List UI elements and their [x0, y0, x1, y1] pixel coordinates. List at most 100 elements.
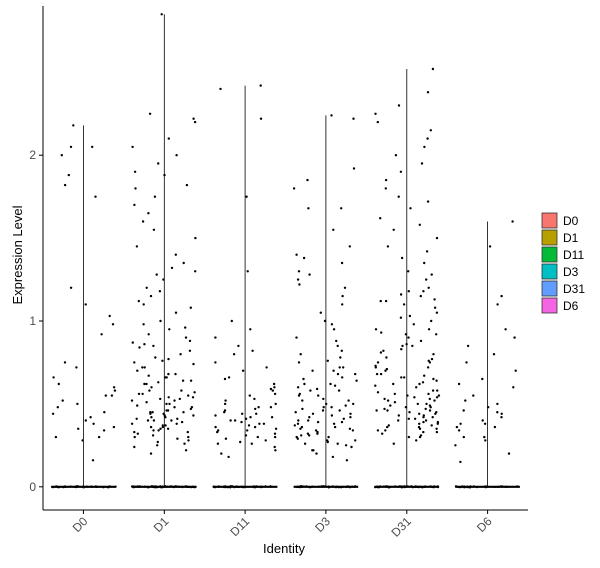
point-D31 [435, 333, 438, 336]
point-D31 [431, 67, 435, 71]
point-D3 [342, 417, 345, 420]
point-D0 [84, 303, 87, 306]
point-D3 [306, 178, 309, 182]
point-D3-zero [323, 485, 326, 488]
point-D31 [381, 432, 384, 435]
point-D0 [69, 145, 73, 149]
point-D3 [306, 432, 310, 435]
point-D31 [415, 386, 418, 389]
point-D3 [323, 319, 327, 323]
point-D31 [430, 273, 433, 276]
point-D3 [333, 425, 337, 429]
point-D1 [133, 203, 136, 207]
point-D31 [375, 409, 378, 412]
point-D3 [299, 427, 302, 430]
point-D0 [52, 376, 55, 379]
point-D31 [392, 442, 395, 445]
point-D1 [161, 424, 164, 427]
point-D1 [160, 13, 163, 16]
point-D31 [404, 333, 408, 336]
point-D1 [138, 346, 141, 349]
point-D11-zero [235, 485, 238, 488]
point-D31 [422, 430, 425, 434]
point-D31 [379, 217, 382, 220]
point-D3 [330, 406, 333, 409]
point-D3 [302, 377, 305, 381]
point-D6 [513, 336, 516, 339]
point-D31 [433, 399, 436, 402]
point-D0 [91, 145, 94, 149]
point-D3 [340, 261, 344, 265]
point-D3 [311, 369, 314, 372]
point-D1 [133, 435, 136, 439]
point-D3-zero [348, 486, 352, 489]
point-D31 [418, 223, 421, 226]
point-D1-zero [186, 485, 189, 488]
point-D0 [94, 195, 97, 198]
point-D11 [273, 445, 276, 449]
point-D31-zero [436, 485, 439, 488]
point-D0-zero [90, 485, 93, 488]
point-D31 [435, 236, 439, 240]
point-D3-zero [308, 486, 311, 489]
point-D6 [488, 245, 492, 248]
point-D11 [214, 414, 217, 417]
point-D11 [251, 349, 254, 352]
point-D1 [152, 344, 155, 348]
point-D31 [419, 339, 423, 343]
point-D31 [376, 120, 379, 124]
point-D3 [330, 114, 333, 117]
point-D1 [133, 170, 137, 173]
x-tick-label: D1 [151, 514, 172, 535]
point-D11 [246, 270, 249, 273]
point-D3-zero [297, 485, 300, 488]
point-D11 [227, 376, 231, 379]
point-D31 [411, 344, 414, 348]
point-D31 [431, 389, 435, 392]
point-D11 [250, 442, 253, 445]
point-D3 [295, 253, 298, 256]
point-D11-zero [240, 485, 243, 488]
point-D3 [332, 228, 335, 231]
point-D0 [92, 422, 95, 425]
point-D3 [308, 416, 311, 419]
point-D31 [432, 377, 435, 381]
legend-label-D31: D31 [563, 282, 585, 296]
point-D11 [214, 336, 217, 339]
point-D3-zero [341, 485, 345, 488]
point-D1 [137, 299, 140, 303]
point-D31 [404, 406, 408, 409]
point-D1 [193, 391, 196, 394]
point-D3 [297, 361, 301, 364]
point-D3 [338, 366, 341, 369]
point-D11 [220, 452, 223, 455]
point-D31 [435, 311, 439, 314]
point-D1 [165, 409, 168, 412]
point-D3 [344, 404, 347, 407]
point-D1-zero [147, 486, 150, 489]
point-D6 [484, 439, 487, 442]
point-D31 [399, 293, 403, 296]
point-D31 [385, 367, 389, 371]
point-D6 [487, 406, 490, 409]
point-D31 [427, 392, 430, 396]
point-D31 [435, 427, 438, 430]
point-D6-zero [493, 485, 496, 489]
point-D31 [426, 200, 430, 203]
point-D1 [159, 397, 162, 401]
point-D1 [189, 306, 192, 309]
point-D1 [133, 361, 136, 364]
point-D31 [424, 407, 427, 411]
point-D11 [262, 422, 266, 425]
point-D3 [294, 411, 297, 414]
point-D11 [219, 87, 222, 91]
point-D1 [191, 396, 195, 399]
point-D6-zero [457, 486, 461, 489]
point-D6-zero [475, 486, 478, 489]
point-D0-zero [106, 486, 109, 489]
point-D1 [149, 294, 153, 298]
point-D1 [192, 117, 195, 120]
point-D1-zero [191, 485, 194, 488]
x-tick-label: D6 [474, 514, 495, 535]
point-D1 [157, 162, 160, 165]
